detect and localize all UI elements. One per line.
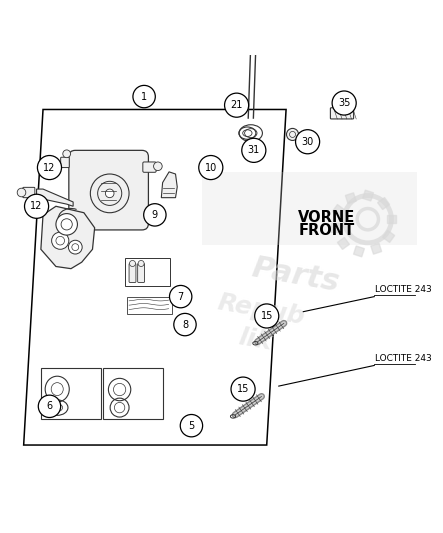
Circle shape xyxy=(37,156,62,180)
FancyBboxPatch shape xyxy=(330,108,354,119)
FancyBboxPatch shape xyxy=(103,368,163,419)
Text: 35: 35 xyxy=(338,98,350,108)
FancyBboxPatch shape xyxy=(69,150,148,230)
Circle shape xyxy=(154,162,162,171)
Bar xyxy=(377,198,389,209)
FancyBboxPatch shape xyxy=(23,187,35,198)
Text: 21: 21 xyxy=(230,100,243,110)
Circle shape xyxy=(295,130,320,154)
Polygon shape xyxy=(161,172,177,198)
Circle shape xyxy=(144,204,166,226)
Text: 8: 8 xyxy=(182,320,188,329)
Text: 10: 10 xyxy=(205,163,217,173)
Text: 15: 15 xyxy=(237,384,249,394)
Circle shape xyxy=(174,313,196,336)
FancyBboxPatch shape xyxy=(143,162,156,172)
Circle shape xyxy=(231,377,255,401)
Bar xyxy=(363,190,373,201)
Circle shape xyxy=(63,150,70,158)
Text: VORNE: VORNE xyxy=(298,209,356,224)
Circle shape xyxy=(17,188,26,197)
Circle shape xyxy=(138,261,144,266)
Circle shape xyxy=(332,91,356,115)
Circle shape xyxy=(133,85,155,108)
Circle shape xyxy=(24,194,49,219)
Circle shape xyxy=(242,138,266,163)
Bar xyxy=(346,193,356,204)
Text: 9: 9 xyxy=(152,210,158,220)
Bar xyxy=(338,237,350,249)
Bar xyxy=(383,230,395,243)
Text: LOCTITE 243: LOCTITE 243 xyxy=(375,354,432,364)
Circle shape xyxy=(180,415,202,437)
Text: 1: 1 xyxy=(141,92,147,102)
Bar xyxy=(354,246,365,257)
Polygon shape xyxy=(41,206,95,269)
Text: 31: 31 xyxy=(248,146,260,155)
Text: 7: 7 xyxy=(178,292,184,302)
Bar xyxy=(332,205,344,216)
Circle shape xyxy=(52,232,69,249)
Bar xyxy=(387,215,396,223)
Text: Repub: Repub xyxy=(215,290,307,329)
Circle shape xyxy=(68,240,82,254)
Circle shape xyxy=(170,286,192,308)
Text: LOCTITE 243: LOCTITE 243 xyxy=(375,286,432,294)
Text: Parts: Parts xyxy=(249,253,342,297)
Circle shape xyxy=(255,304,279,328)
Polygon shape xyxy=(23,109,286,445)
FancyBboxPatch shape xyxy=(127,296,172,314)
Bar xyxy=(371,244,382,254)
Circle shape xyxy=(129,261,136,266)
Polygon shape xyxy=(37,189,73,206)
FancyBboxPatch shape xyxy=(138,263,144,282)
Circle shape xyxy=(287,128,299,141)
Circle shape xyxy=(56,214,78,235)
FancyBboxPatch shape xyxy=(41,368,101,419)
Text: 30: 30 xyxy=(302,137,314,147)
Text: lik: lik xyxy=(237,325,274,354)
Polygon shape xyxy=(202,172,417,245)
Circle shape xyxy=(199,156,223,180)
Text: 6: 6 xyxy=(47,401,53,411)
Circle shape xyxy=(225,93,249,117)
Text: 5: 5 xyxy=(188,421,194,431)
Bar xyxy=(331,223,340,232)
Text: FRONT: FRONT xyxy=(299,223,355,238)
FancyBboxPatch shape xyxy=(125,258,170,286)
FancyBboxPatch shape xyxy=(61,157,69,167)
Text: 12: 12 xyxy=(43,163,56,173)
FancyBboxPatch shape xyxy=(129,263,136,282)
Circle shape xyxy=(105,189,114,198)
Text: 12: 12 xyxy=(31,201,43,211)
Text: 15: 15 xyxy=(260,311,273,321)
Circle shape xyxy=(38,395,61,417)
